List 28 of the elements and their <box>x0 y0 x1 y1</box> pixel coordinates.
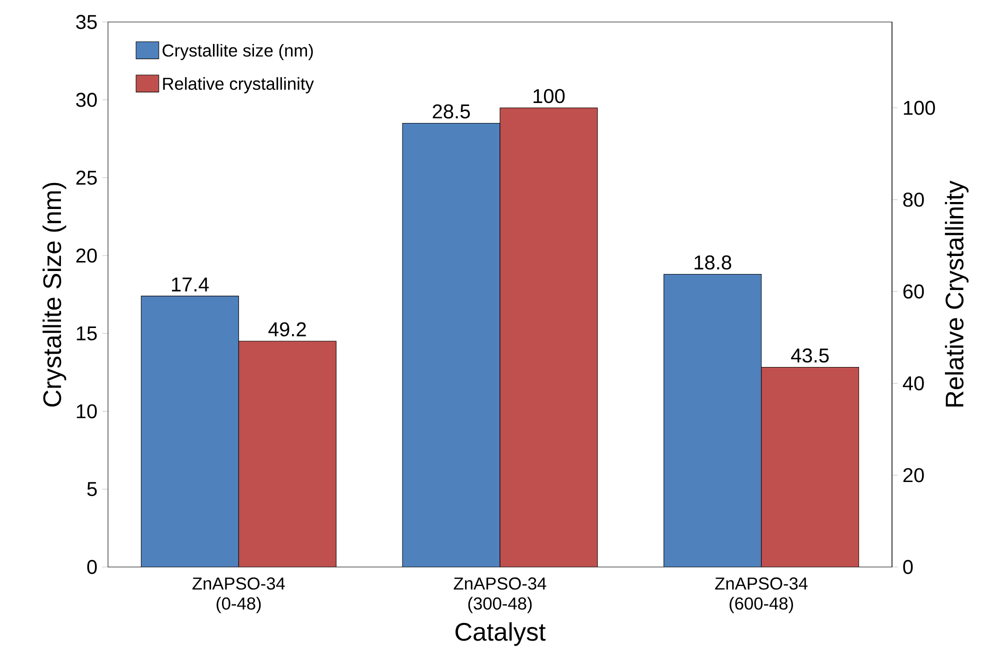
y-tick-label: 35 <box>76 14 97 30</box>
y2-tick-label: 20 <box>903 468 924 482</box>
x-tick-label: ZnAPSO-34 (600-48) <box>715 577 808 614</box>
y2-tick-label: 0 <box>903 560 913 574</box>
data-label: 28.5 <box>432 104 470 118</box>
y-axis-title: Crystallite Size (nm) <box>42 182 66 407</box>
y-tick-label: 20 <box>76 248 97 263</box>
y2-axis-title: Relative Crystallinity <box>944 180 969 406</box>
data-label: 18.8 <box>694 255 732 270</box>
y2-tick-label: 40 <box>902 376 924 390</box>
y-tick-label: 0 <box>87 560 97 574</box>
data-label: 43.5 <box>791 348 829 363</box>
y2-tick-label: 60 <box>903 284 924 299</box>
data-label: 49.2 <box>268 322 306 336</box>
y-tick-label: 5 <box>87 482 97 496</box>
data-label: 100 <box>534 88 565 104</box>
legend-label: Crystallite size (nm) <box>162 44 313 60</box>
y-tick-label: 15 <box>76 326 97 340</box>
y-tick-label: 10 <box>76 404 97 418</box>
y2-tick-label: 100 <box>904 100 935 115</box>
x-axis-title: Catalyst <box>456 622 546 646</box>
legend-label: Relative crystallinity <box>163 77 314 94</box>
y-tick-label: 30 <box>76 92 97 107</box>
x-tick-label: ZnAPSO-34 (0-48) <box>192 577 285 614</box>
x-tick-label: ZnAPSO-34 (300-48) <box>454 577 546 614</box>
y2-tick-label: 80 <box>903 192 924 207</box>
data-label: 17.4 <box>172 278 209 292</box>
y-tick-label: 25 <box>76 170 97 185</box>
